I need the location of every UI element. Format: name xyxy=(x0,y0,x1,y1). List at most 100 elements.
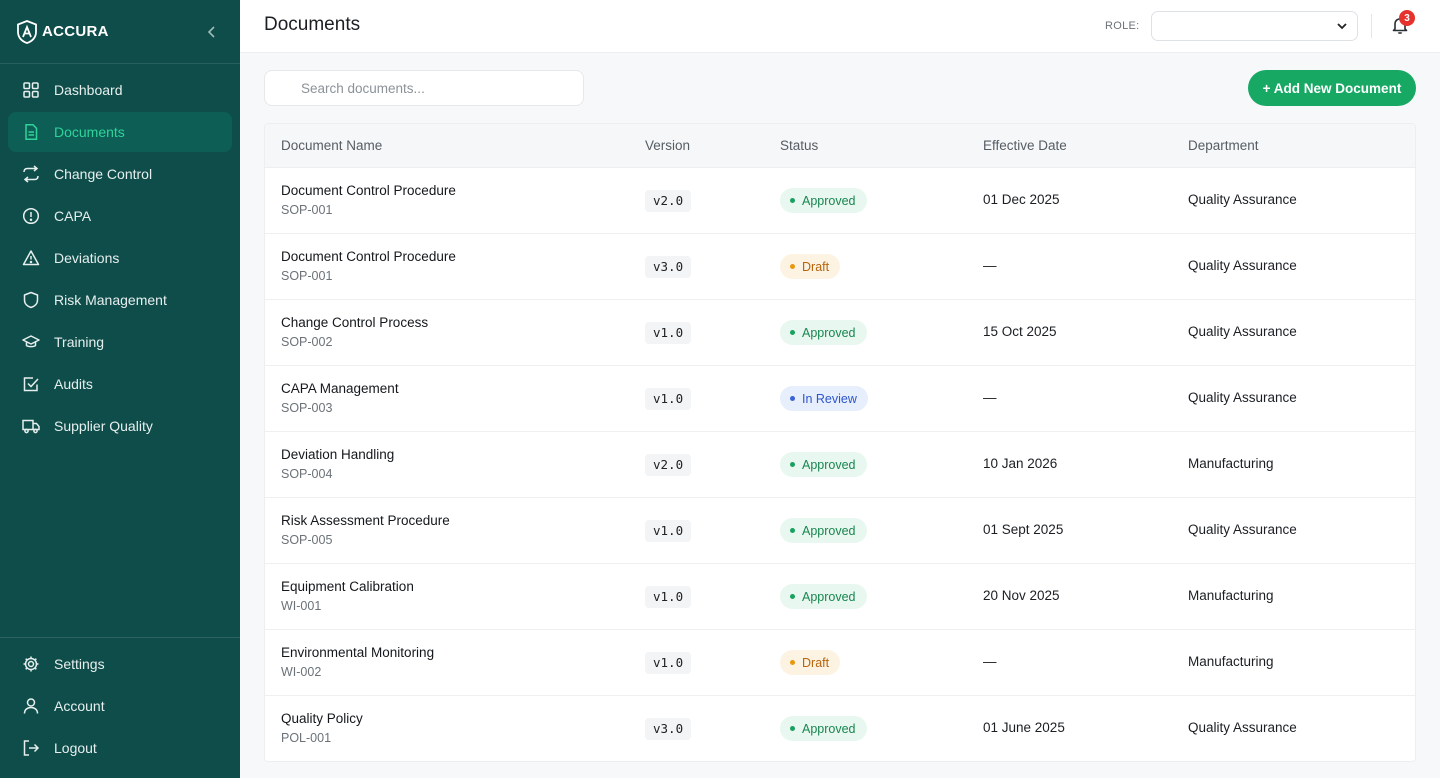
sidebar-item-settings[interactable]: Settings xyxy=(8,644,232,684)
version-tag: v1.0 xyxy=(645,652,692,674)
add-new-document-button[interactable]: + Add New Document xyxy=(1248,70,1416,106)
brand: ACCURA xyxy=(0,0,240,64)
sidebar-item-documents[interactable]: Documents xyxy=(8,112,232,152)
table-row[interactable]: Document Control Procedure SOP-001 v3.0 … xyxy=(265,234,1415,300)
document-code: SOP-001 xyxy=(281,203,333,217)
version-tag: v2.0 xyxy=(645,190,692,212)
table-row[interactable]: Quality Policy POL-001 v3.0 Approved 01 … xyxy=(265,696,1415,761)
sidebar-item-label: Risk Management xyxy=(54,292,167,308)
logout-icon xyxy=(22,739,40,757)
sidebar-item-audits[interactable]: Audits xyxy=(8,364,232,404)
table-row[interactable]: Document Control Procedure SOP-001 v2.0 … xyxy=(265,168,1415,234)
document-title[interactable]: Equipment Calibration xyxy=(281,579,414,594)
document-title[interactable]: Deviation Handling xyxy=(281,447,395,462)
sidebar-item-account[interactable]: Account xyxy=(8,686,232,726)
top-header: Documents ROLE: 3 xyxy=(240,0,1440,53)
status-badge: Approved xyxy=(780,716,867,741)
status-dot xyxy=(790,462,795,467)
chevron-down-icon xyxy=(1335,19,1349,33)
document-name-cell: Document Control Procedure SOP-001 xyxy=(281,249,456,283)
sidebar-item-dashboard[interactable]: Dashboard xyxy=(8,70,232,110)
sidebar-item-training[interactable]: Training xyxy=(8,322,232,362)
status-text: Approved xyxy=(802,523,856,538)
checkbox-icon xyxy=(22,375,40,393)
version-tag: v1.0 xyxy=(645,586,692,608)
effective-date: — xyxy=(983,654,997,669)
effective-date: 20 Nov 2025 xyxy=(983,588,1060,603)
search-input[interactable] xyxy=(264,70,584,106)
sidebar-item-risk-management[interactable]: Risk Management xyxy=(8,280,232,320)
table-row[interactable]: Equipment Calibration WI-001 v1.0 Approv… xyxy=(265,564,1415,630)
sidebar-item-label: Documents xyxy=(54,124,125,140)
sidebar: ACCURA Dashboard Documents Change Contro… xyxy=(0,0,240,778)
document-title[interactable]: Environmental Monitoring xyxy=(281,645,435,660)
version-tag: v2.0 xyxy=(645,454,692,476)
sidebar-item-change-control[interactable]: Change Control xyxy=(8,154,232,194)
sidebar-divider xyxy=(0,637,240,638)
documents-table: Document Name Version Status Effective D… xyxy=(264,123,1416,762)
status-badge: In Review xyxy=(780,386,868,411)
warning-triangle-icon xyxy=(22,249,40,267)
status-text: Approved xyxy=(802,457,856,472)
header-divider xyxy=(1371,14,1372,38)
accura-logo-icon xyxy=(16,19,38,44)
table-row[interactable]: Environmental Monitoring WI-002 v1.0 Dra… xyxy=(265,630,1415,696)
sidebar-item-label: Logout xyxy=(54,740,97,756)
effective-date: 01 June 2025 xyxy=(983,720,1065,735)
department: Manufacturing xyxy=(1188,456,1274,471)
document-code: SOP-002 xyxy=(281,335,333,349)
collapse-sidebar-icon[interactable] xyxy=(204,22,220,42)
department: Quality Assurance xyxy=(1188,720,1297,735)
column-header-effective-date[interactable]: Effective Date xyxy=(983,138,1067,153)
document-title[interactable]: Document Control Procedure xyxy=(281,183,456,198)
document-code: SOP-004 xyxy=(281,467,333,481)
document-title[interactable]: Document Control Procedure xyxy=(281,249,456,264)
column-header-status[interactable]: Status xyxy=(780,138,819,153)
column-header-document-name[interactable]: Document Name xyxy=(281,138,383,153)
document-name-cell: Deviation Handling SOP-004 xyxy=(281,447,394,481)
graduation-cap-icon xyxy=(22,333,40,351)
sidebar-item-supplier-quality[interactable]: Supplier Quality xyxy=(8,406,232,446)
truck-icon xyxy=(22,417,40,435)
sidebar-item-label: Change Control xyxy=(54,166,153,182)
document-title[interactable]: Quality Policy xyxy=(281,711,363,726)
effective-date: — xyxy=(983,258,997,273)
table-row[interactable]: CAPA Management SOP-003 v1.0 In Review —… xyxy=(265,366,1415,432)
alert-circle-icon xyxy=(22,207,40,225)
sidebar-item-logout[interactable]: Logout xyxy=(8,728,232,768)
sidebar-item-capa[interactable]: CAPA xyxy=(8,196,232,236)
column-header-department[interactable]: Department xyxy=(1188,138,1259,153)
sidebar-item-label: CAPA xyxy=(54,208,92,224)
document-title[interactable]: CAPA Management xyxy=(281,381,399,396)
department: Manufacturing xyxy=(1188,588,1274,603)
status-dot xyxy=(790,528,795,533)
status-dot xyxy=(790,264,795,269)
table-row[interactable]: Deviation Handling SOP-004 v2.0 Approved… xyxy=(265,432,1415,498)
document-title[interactable]: Change Control Process xyxy=(281,315,429,330)
status-dot xyxy=(790,198,795,203)
status-dot xyxy=(790,330,795,335)
document-title[interactable]: Risk Assessment Procedure xyxy=(281,513,450,528)
document-code: SOP-003 xyxy=(281,401,333,415)
page-title: Documents xyxy=(264,14,361,35)
department: Quality Assurance xyxy=(1188,324,1297,339)
document-name-cell: Quality Policy POL-001 xyxy=(281,711,363,745)
sidebar-item-label: Training xyxy=(54,334,105,350)
version-tag: v3.0 xyxy=(645,256,692,278)
sidebar-nav: Dashboard Documents Change Control CAPA … xyxy=(8,70,232,448)
table-row[interactable]: Risk Assessment Procedure SOP-005 v1.0 A… xyxy=(265,498,1415,564)
document-code: SOP-001 xyxy=(281,269,333,283)
document-name-cell: Change Control Process SOP-002 xyxy=(281,315,428,349)
notification-badge: 3 xyxy=(1399,10,1415,26)
department: Manufacturing xyxy=(1188,654,1274,669)
status-badge: Draft xyxy=(780,254,841,279)
user-icon xyxy=(22,697,40,715)
table-row[interactable]: Change Control Process SOP-002 v1.0 Appr… xyxy=(265,300,1415,366)
role-label: ROLE: xyxy=(1105,20,1140,32)
column-header-version[interactable]: Version xyxy=(645,138,691,153)
role-select[interactable] xyxy=(1151,11,1358,41)
status-text: Approved xyxy=(802,325,856,340)
document-icon xyxy=(22,123,40,141)
status-dot xyxy=(790,726,795,731)
sidebar-item-deviations[interactable]: Deviations xyxy=(8,238,232,278)
